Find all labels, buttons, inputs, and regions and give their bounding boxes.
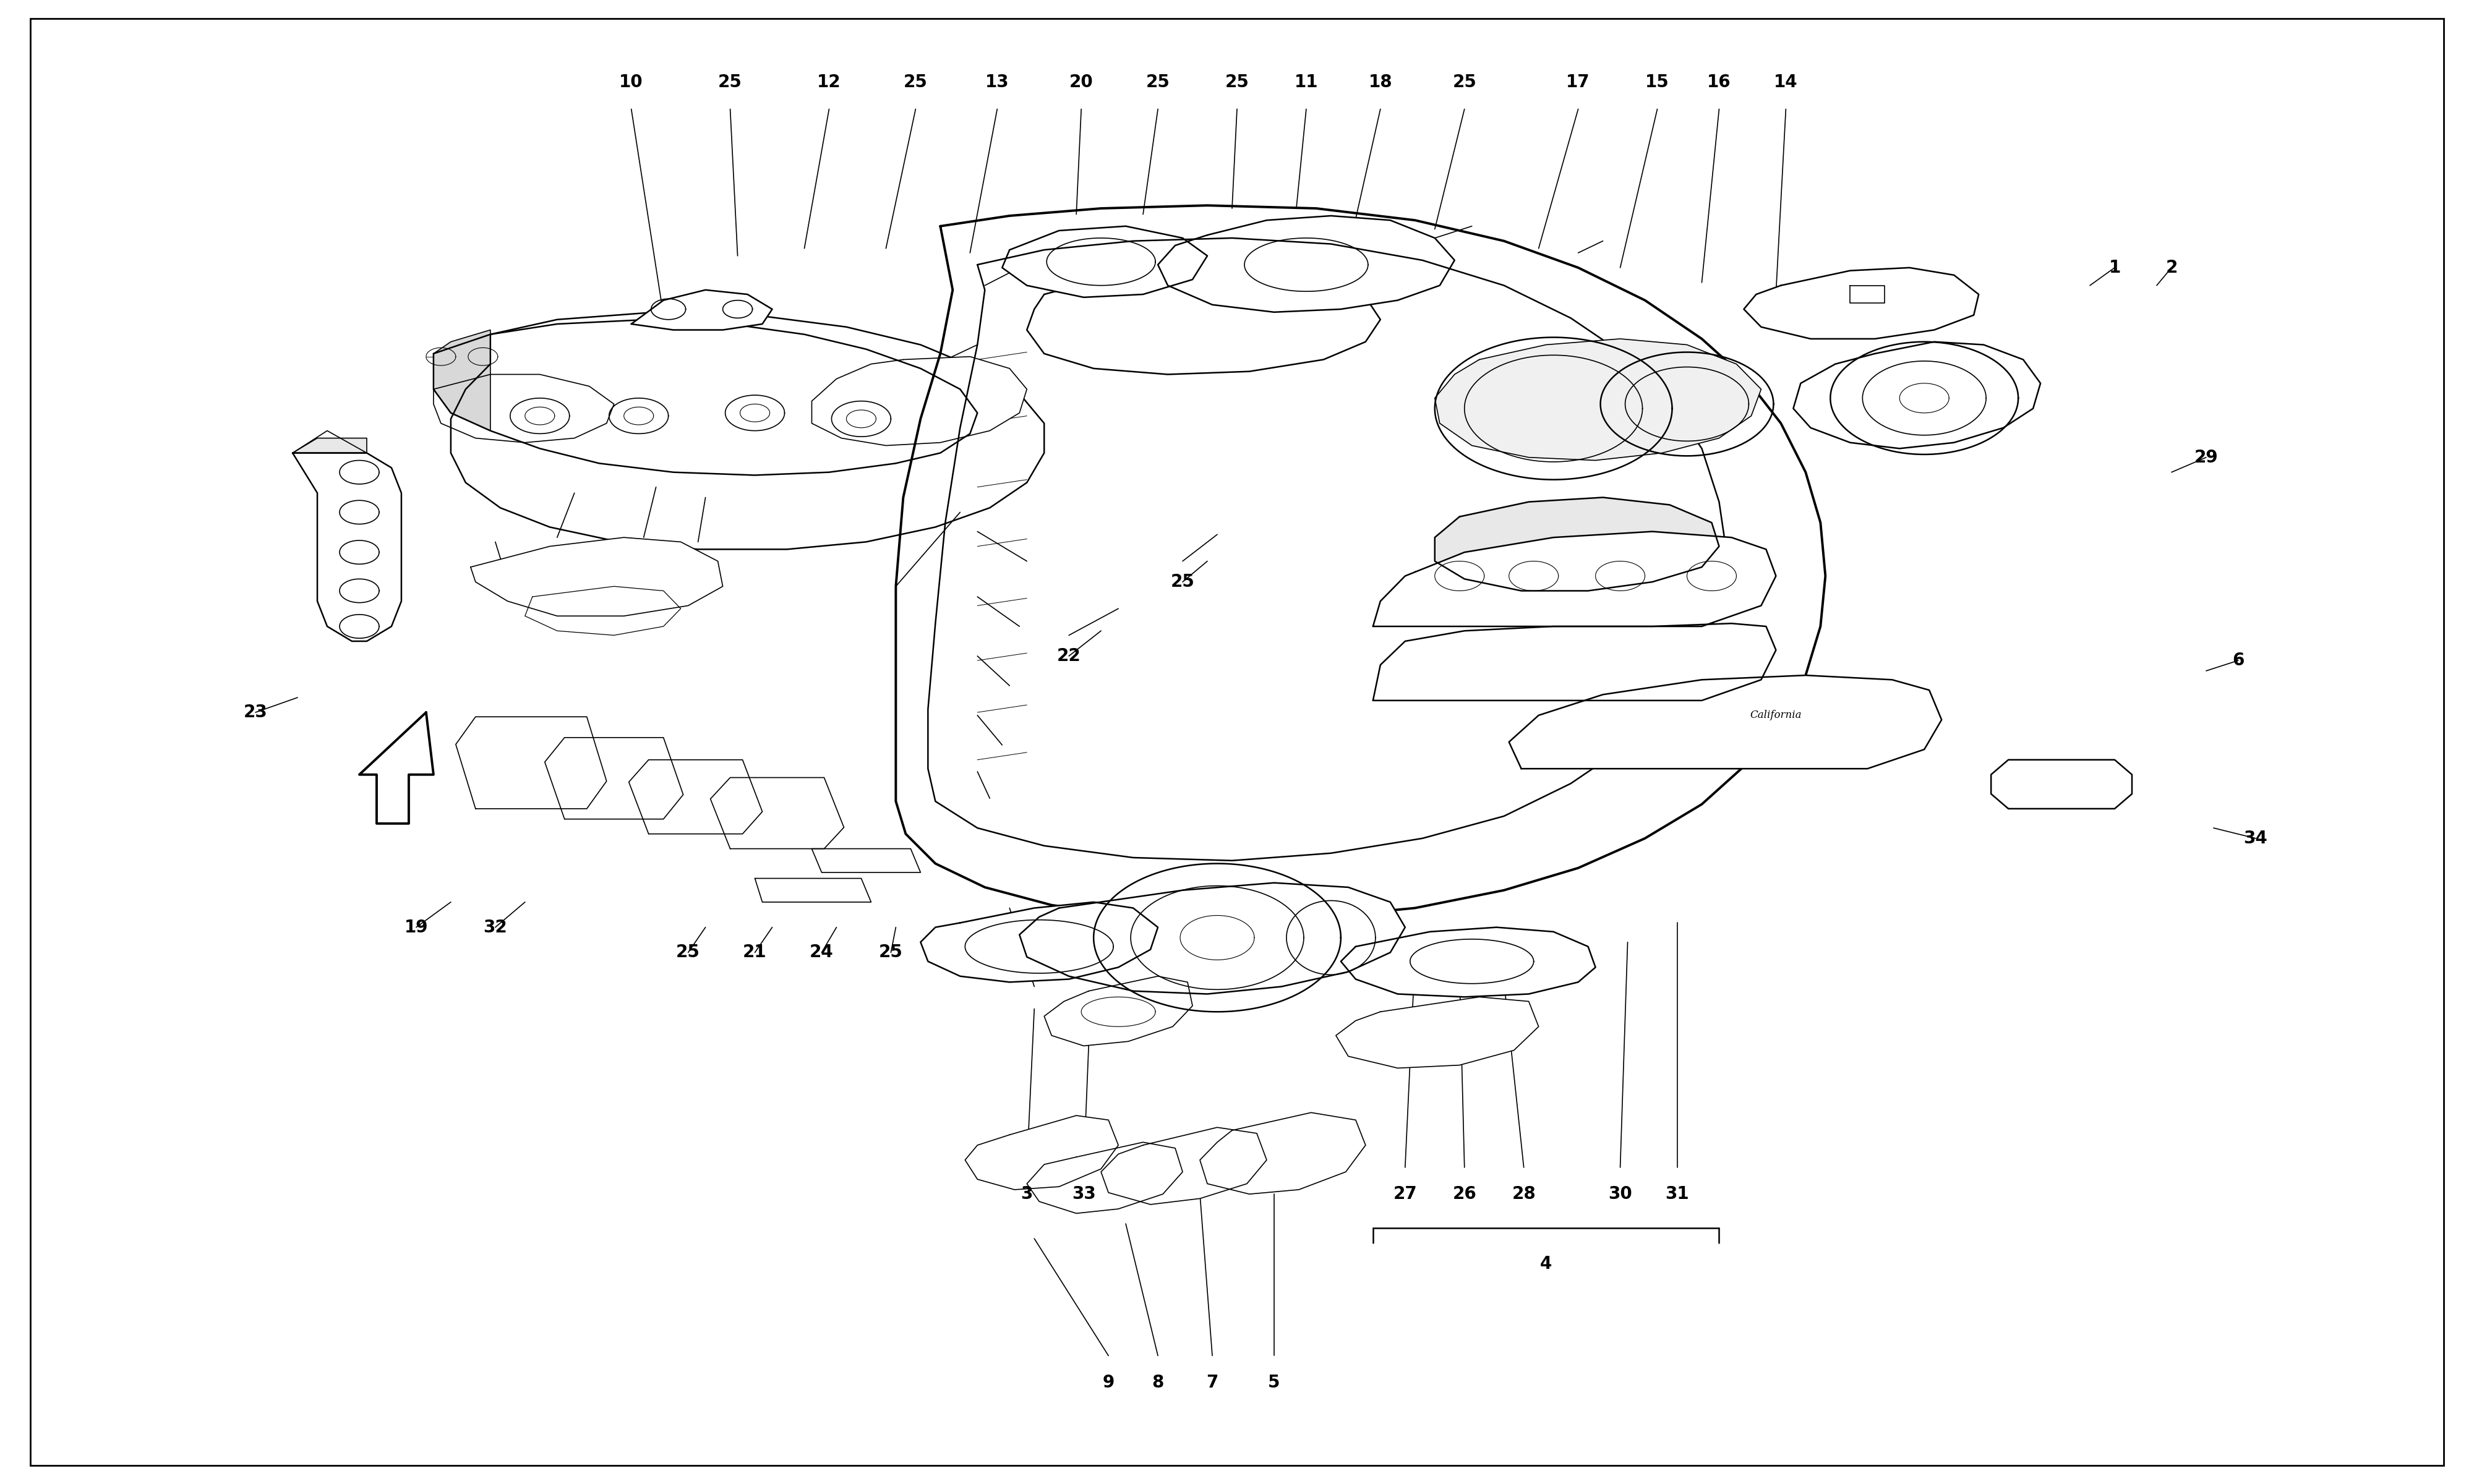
Polygon shape (1336, 997, 1539, 1068)
Polygon shape (1341, 927, 1596, 997)
Polygon shape (710, 778, 844, 849)
Polygon shape (455, 717, 606, 809)
Polygon shape (1794, 341, 2041, 448)
Polygon shape (1027, 1143, 1183, 1214)
Text: 34: 34 (2244, 830, 2269, 847)
Polygon shape (1744, 267, 1979, 338)
Polygon shape (1044, 976, 1192, 1046)
Text: 29: 29 (2194, 448, 2219, 466)
Polygon shape (1992, 760, 2133, 809)
Text: 25: 25 (675, 944, 700, 962)
Text: 26: 26 (1452, 1186, 1477, 1202)
Text: 15: 15 (1645, 74, 1670, 91)
Polygon shape (1435, 338, 1761, 460)
Polygon shape (359, 712, 433, 824)
Polygon shape (433, 374, 614, 442)
Text: 1: 1 (2108, 260, 2120, 276)
Text: 19: 19 (403, 919, 428, 936)
Text: 31: 31 (1665, 1186, 1690, 1202)
Polygon shape (755, 879, 871, 902)
Polygon shape (433, 329, 490, 430)
Text: 27: 27 (1393, 1186, 1418, 1202)
Polygon shape (1373, 623, 1776, 700)
Text: 14: 14 (1774, 74, 1799, 91)
Text: 25: 25 (1225, 74, 1249, 91)
Polygon shape (1002, 226, 1207, 297)
Text: 12: 12 (816, 74, 841, 91)
Polygon shape (628, 760, 762, 834)
Polygon shape (631, 289, 772, 329)
Text: 25: 25 (1170, 573, 1195, 591)
Polygon shape (1158, 215, 1455, 312)
Text: 23: 23 (242, 703, 267, 721)
Polygon shape (292, 438, 366, 453)
Text: 25: 25 (903, 74, 928, 91)
Text: 22: 22 (1056, 647, 1081, 665)
Text: 18: 18 (1368, 74, 1393, 91)
Polygon shape (920, 902, 1158, 982)
Text: 8: 8 (1153, 1374, 1163, 1391)
Text: 17: 17 (1566, 74, 1591, 91)
Text: 7: 7 (1207, 1374, 1217, 1391)
Text: 32: 32 (482, 919, 507, 936)
Text: 33: 33 (1071, 1186, 1096, 1202)
Polygon shape (1027, 270, 1380, 374)
Polygon shape (1373, 531, 1776, 626)
Text: 28: 28 (1512, 1186, 1536, 1202)
Text: 3: 3 (1022, 1186, 1032, 1202)
Polygon shape (965, 1116, 1118, 1190)
Text: 25: 25 (717, 74, 742, 91)
Text: 4: 4 (1539, 1255, 1551, 1272)
Polygon shape (1101, 1128, 1267, 1205)
Text: 6: 6 (2232, 651, 2244, 669)
Text: 9: 9 (1103, 1374, 1113, 1391)
Text: 13: 13 (985, 74, 1009, 91)
Text: 16: 16 (1707, 74, 1732, 91)
Polygon shape (544, 738, 683, 819)
Polygon shape (811, 849, 920, 873)
Polygon shape (470, 537, 722, 616)
Polygon shape (1200, 1113, 1366, 1195)
Text: 20: 20 (1069, 74, 1094, 91)
Polygon shape (1019, 883, 1405, 994)
Text: 11: 11 (1294, 74, 1319, 91)
Text: 30: 30 (1608, 1186, 1633, 1202)
Text: 25: 25 (878, 944, 903, 962)
Text: California: California (1749, 709, 1801, 721)
Polygon shape (450, 312, 1044, 549)
Polygon shape (1509, 675, 1942, 769)
Polygon shape (292, 453, 401, 641)
Text: 25: 25 (1452, 74, 1477, 91)
Polygon shape (896, 205, 1826, 920)
Polygon shape (1435, 497, 1719, 591)
Text: 21: 21 (742, 944, 767, 962)
Text: 2: 2 (2165, 260, 2177, 276)
Text: 10: 10 (618, 74, 643, 91)
Text: 5: 5 (1269, 1374, 1279, 1391)
Text: 25: 25 (1145, 74, 1170, 91)
Polygon shape (433, 319, 977, 475)
Text: 24: 24 (809, 944, 834, 962)
Polygon shape (811, 356, 1027, 445)
